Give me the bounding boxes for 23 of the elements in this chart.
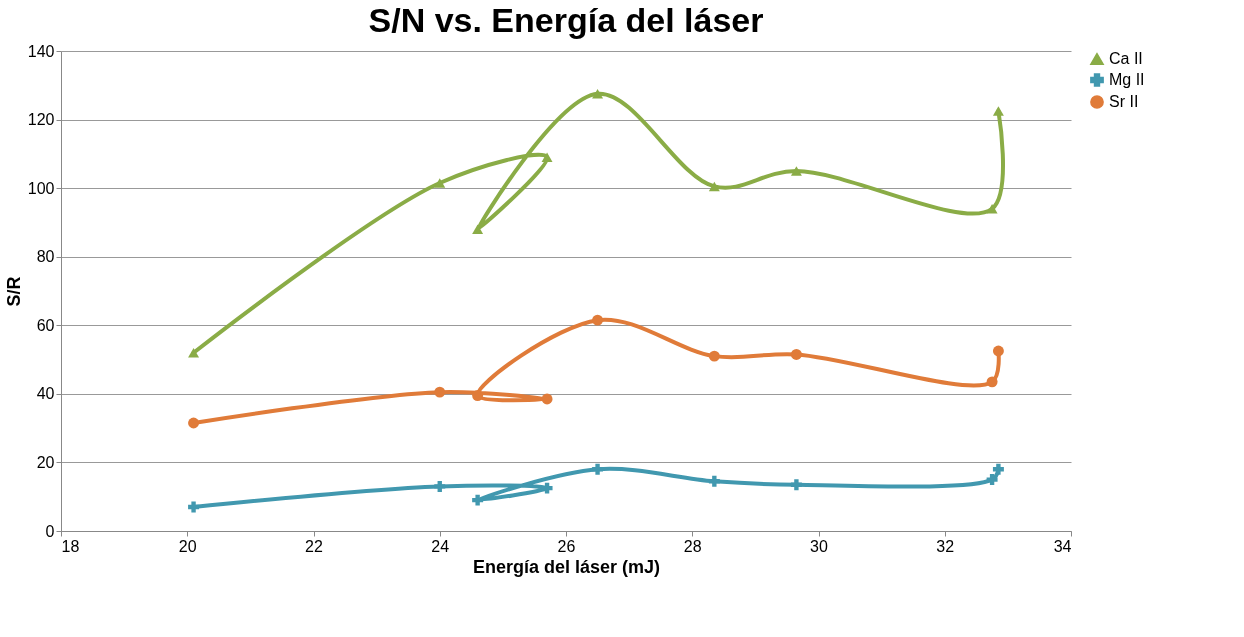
y-tick-label: 40 <box>36 385 55 403</box>
legend-label: Sr II <box>1109 93 1139 110</box>
x-tick-label: 30 <box>810 537 828 555</box>
x-tick-label: 34 <box>1053 537 1072 555</box>
y-tick-label: 20 <box>36 453 55 471</box>
y-tick-label: 80 <box>36 248 55 266</box>
x-tick-label: 32 <box>936 537 955 555</box>
y-tick-label: 140 <box>27 42 55 60</box>
x-tick-label: 24 <box>431 537 450 555</box>
y-tick-label: 120 <box>27 111 55 129</box>
y-axis-title: S/R <box>3 276 24 307</box>
legend-label: Mg II <box>1109 71 1145 88</box>
y-tick-label: 100 <box>27 179 55 197</box>
x-tick-label: 26 <box>557 537 576 555</box>
x-tick-label: 28 <box>683 537 702 555</box>
x-tick-label: 18 <box>61 537 80 555</box>
x-axis-title: Energía del láser (mJ) <box>472 556 661 577</box>
legend-label: Ca II <box>1109 50 1143 67</box>
chart-title: S/N vs. Energía del láser <box>368 1 764 39</box>
y-tick-label: 60 <box>36 316 55 334</box>
x-tick-label: 22 <box>305 537 323 555</box>
x-tick-label: 20 <box>178 537 197 555</box>
y-tick-label: 0 <box>45 522 55 540</box>
